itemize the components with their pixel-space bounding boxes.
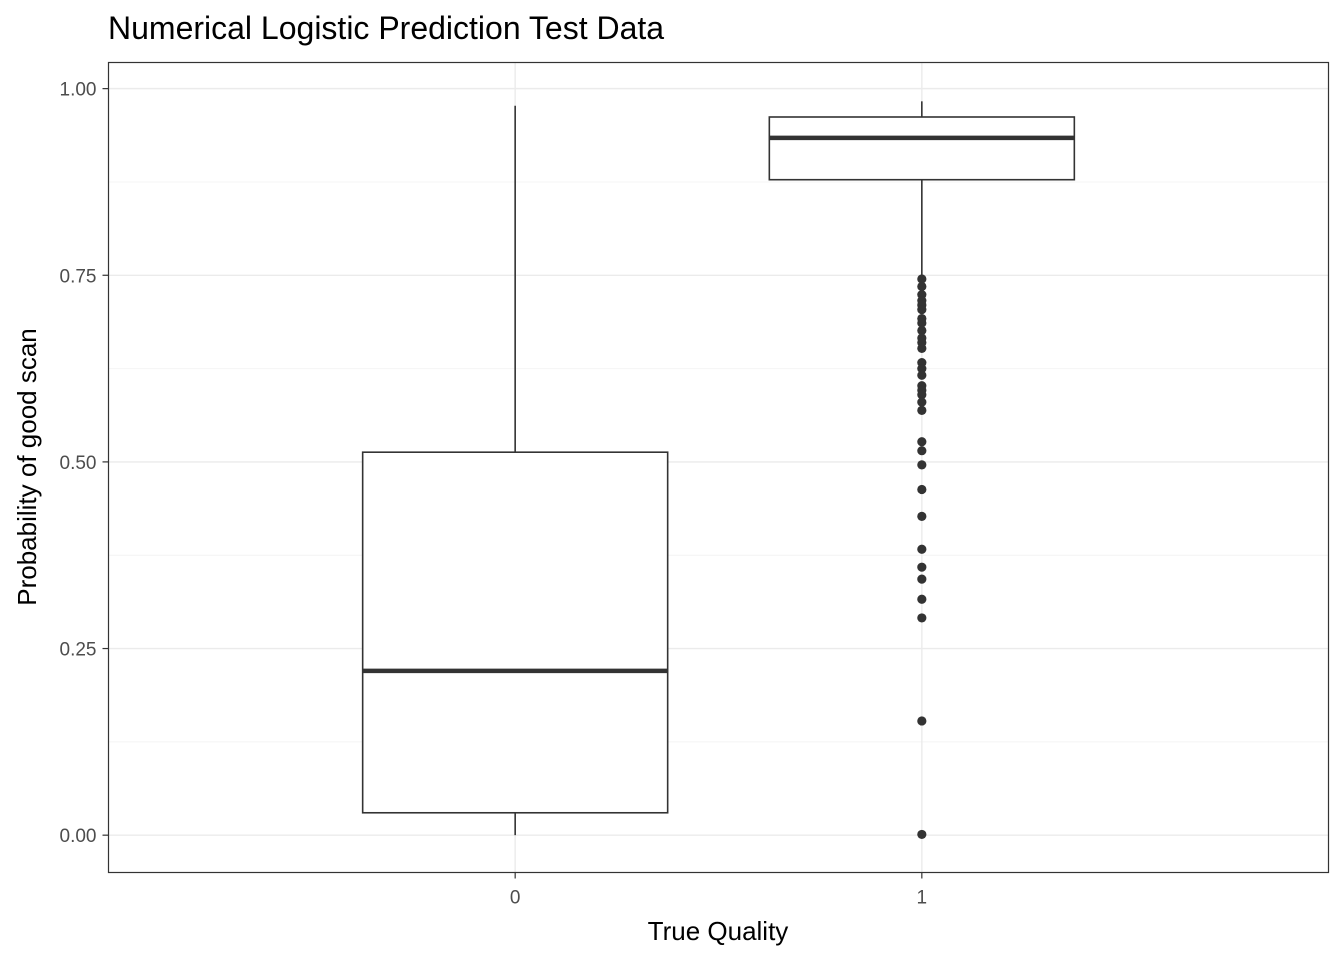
y-axis-title: Probability of good scan [12,328,42,606]
box-0 [361,105,669,836]
outlier-point [917,325,927,336]
box-1 [768,101,1076,840]
outlier-point [917,390,927,400]
x-axis-title: True Quality [648,916,789,946]
axis-layer: 0.00 0.25 0.50 0.75 1.00 0 1 [60,80,928,909]
outlier-point [917,446,927,456]
outlier-point [917,305,927,315]
outlier-point [917,613,927,623]
outlier-point [917,574,927,584]
outlier-point [917,274,927,284]
outlier-point [917,318,927,328]
chart-title: Numerical Logistic Prediction Test Data [108,10,665,46]
outlier-point [917,437,927,447]
panel-border [107,61,1330,874]
x-tick-label: 1 [917,888,928,909]
outlier-point [917,370,927,380]
grid-lines [108,62,1329,873]
outlier-point [917,460,927,470]
box-body [768,116,1076,181]
outlier-point [917,363,927,374]
outlier-point [917,343,927,354]
outlier-point [917,829,927,840]
outlier-point [917,511,927,521]
box-layer [361,101,1076,840]
box-body [361,451,669,814]
outlier-point [917,397,927,407]
outlier-point [917,716,927,726]
outlier-point [917,544,927,554]
outlier-point [917,562,927,572]
y-tick-label: 0.50 [60,453,97,474]
x-tick-label: 0 [510,888,521,909]
y-tick-label: 0.00 [60,826,97,847]
outlier-point [917,484,927,495]
y-tick-label: 1.00 [60,80,97,101]
outlier-point [917,405,927,415]
outlier-point [917,281,927,292]
outlier-point [917,594,927,604]
y-tick-label: 0.25 [60,640,97,661]
y-tick-label: 0.75 [60,266,97,287]
